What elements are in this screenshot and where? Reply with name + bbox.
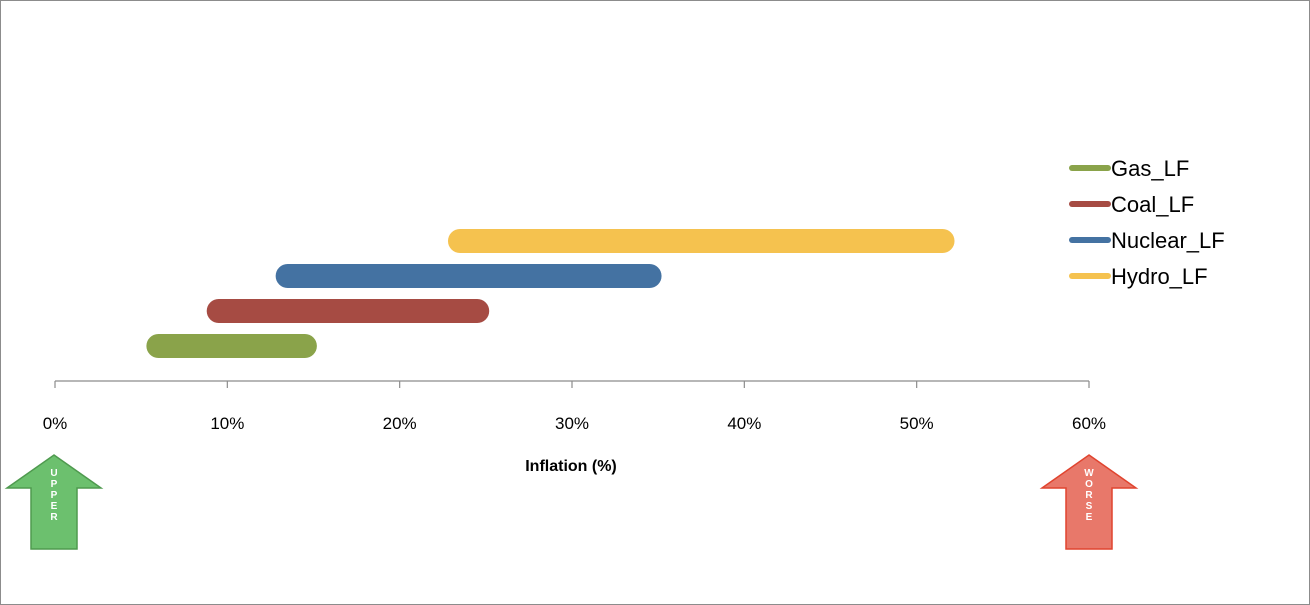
arrow-letter: U [50,468,57,479]
arrow-letter: E [1086,512,1093,523]
arrow-letter: O [1085,479,1093,490]
bars-layer [146,229,955,358]
arrow-letter: W [1084,468,1094,479]
legend-label: Hydro_LF [1111,264,1208,289]
legend-label: Gas_LF [1111,156,1189,181]
x-tick-label: 40% [727,414,761,433]
arrow-upper [4,454,104,550]
legend-label: Coal_LF [1111,192,1194,217]
x-axis-title: Inflation (%) [525,458,617,475]
x-tick-label: 20% [383,414,417,433]
legend-label: Nuclear_LF [1111,228,1225,253]
arrow-letter: R [1085,490,1093,501]
arrow-letter: R [50,512,58,523]
x-tick-label: 0% [43,414,68,433]
x-tick-label: 30% [555,414,589,433]
legend: Gas_LF Coal_LF Nuclear_LF Hydro_LF [1069,156,1225,289]
x-axis: 0% 10% 20% 30% 40% 50% 60% [43,380,1106,433]
arrow-letter: P [51,490,58,501]
x-tick-label: 60% [1072,414,1106,433]
arrow-letter: S [1086,501,1093,512]
arrow-worse [1039,454,1139,550]
arrow-letter: E [51,501,58,512]
x-tick-label: 50% [900,414,934,433]
arrow-letter: P [51,479,58,490]
x-tick-label: 10% [210,414,244,433]
